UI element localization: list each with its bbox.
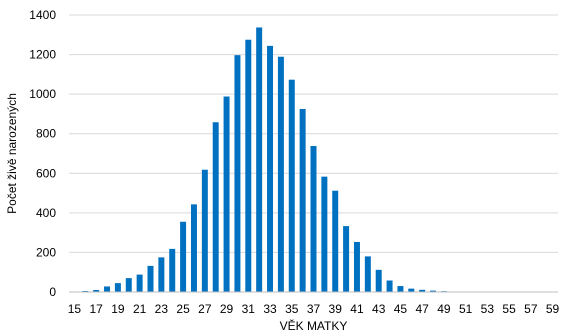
x-tick-label: 57 xyxy=(524,302,538,316)
y-axis-ticks: 0 200 400 600 800 1000 1200 1400 xyxy=(29,8,56,299)
bar-40 xyxy=(343,226,350,292)
y-tick-label: 200 xyxy=(36,245,56,259)
x-tick-label: 39 xyxy=(329,302,343,316)
x-tick-label: 45 xyxy=(394,302,408,316)
y-tick-label: 1000 xyxy=(29,87,56,101)
x-tick-label: 59 xyxy=(546,302,560,316)
bar-23 xyxy=(158,257,165,292)
x-tick-label: 25 xyxy=(176,302,190,316)
x-tick-label: 49 xyxy=(437,302,451,316)
x-tick-label: 35 xyxy=(285,302,299,316)
bar-17 xyxy=(93,290,100,292)
bar-20 xyxy=(125,278,132,292)
bar-46 xyxy=(408,288,415,292)
bar-26 xyxy=(190,204,197,292)
bars xyxy=(71,27,469,293)
bar-41 xyxy=(353,241,360,292)
x-tick-label: 53 xyxy=(481,302,495,316)
x-tick-label: 27 xyxy=(198,302,212,316)
bar-19 xyxy=(114,283,121,292)
bar-28 xyxy=(212,122,219,292)
bar-35 xyxy=(288,79,295,293)
bar-43 xyxy=(375,269,382,292)
x-tick-label: 55 xyxy=(502,302,516,316)
bar-48 xyxy=(430,290,437,292)
x-tick-label: 31 xyxy=(242,302,256,316)
bar-29 xyxy=(223,96,230,292)
y-axis-title: Počet živě narozených xyxy=(5,93,19,214)
x-tick-label: 29 xyxy=(220,302,234,316)
bar-32 xyxy=(256,27,263,293)
y-tick-label: 400 xyxy=(36,206,56,220)
x-tick-label: 41 xyxy=(350,302,364,316)
x-tick-label: 47 xyxy=(415,302,429,316)
x-axis-ticks: 15 17 19 21 23 25 27 29 31 33 35 37 39 41 43 45 47 49 51 53… xyxy=(68,302,560,316)
y-tick-label: 600 xyxy=(36,166,56,180)
bar-34 xyxy=(277,56,284,292)
x-tick-label: 43 xyxy=(372,302,386,316)
bar-33 xyxy=(267,45,274,292)
bar-38 xyxy=(321,176,328,292)
bar-44 xyxy=(386,280,393,292)
bar-36 xyxy=(299,108,306,292)
bar-45 xyxy=(397,286,404,292)
y-tick-label: 1200 xyxy=(29,48,56,62)
x-tick-label: 15 xyxy=(68,302,82,316)
x-tick-label: 33 xyxy=(263,302,277,316)
bar-47 xyxy=(419,289,426,292)
bar-24 xyxy=(169,248,176,292)
x-tick-label: 51 xyxy=(459,302,473,316)
bar-31 xyxy=(245,39,252,292)
y-tick-label: 1400 xyxy=(29,8,56,22)
bar-22 xyxy=(147,265,154,292)
x-tick-label: 19 xyxy=(111,302,125,316)
bar-37 xyxy=(310,145,317,292)
x-axis-title: VĚK MATKY xyxy=(280,318,348,333)
bar-27 xyxy=(201,169,208,292)
x-tick-label: 37 xyxy=(307,302,321,316)
x-tick-label: 21 xyxy=(133,302,147,316)
bar-30 xyxy=(234,55,241,292)
x-tick-label: 17 xyxy=(89,302,103,316)
bar-21 xyxy=(136,274,143,292)
x-tick-label: 23 xyxy=(155,302,169,316)
bar-39 xyxy=(332,190,339,292)
y-tick-label: 800 xyxy=(36,127,56,141)
bar-18 xyxy=(104,286,111,292)
y-tick-label: 0 xyxy=(49,285,56,299)
bar-42 xyxy=(364,256,371,292)
bar-25 xyxy=(180,221,187,292)
